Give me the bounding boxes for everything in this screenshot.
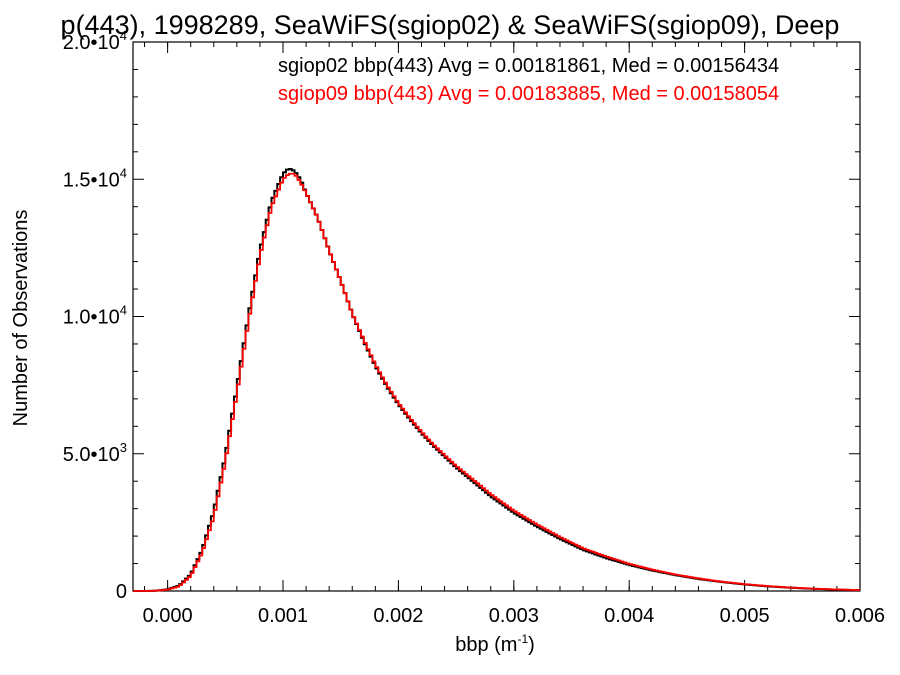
chart-title: p(443), 1998289, SeaWiFS(sgiop02) & SeaW…	[61, 10, 840, 40]
series-line-sgiop09	[133, 172, 860, 592]
plot-border	[132, 41, 861, 592]
y-tick-label: 5.0•103	[63, 440, 127, 466]
y-tick-label: 1.5•104	[63, 165, 127, 191]
x-tick-label: 0.004	[604, 605, 654, 627]
y-axis: 0 5.0•103 1.0•104 1.5•104 2.0•104	[63, 28, 860, 603]
x-tick-label: 0.005	[720, 605, 770, 627]
x-tick-label: 0.000	[143, 605, 193, 627]
y-tick-label: 1.0•104	[63, 303, 127, 329]
legend-entry-sgiop02: sgiop02 bbp(443) Avg = 0.00181861, Med =…	[278, 55, 779, 77]
x-tick-label: 0.006	[835, 605, 885, 627]
x-axis: 0.000 0.001 0.002 0.003 0.004 0.005 0.006	[143, 42, 885, 627]
series-line-sgiop02	[133, 167, 860, 592]
y-tick-label: 0	[116, 581, 127, 603]
y-tick-label: 2.0•104	[63, 28, 127, 54]
y-axis-label: Number of Observations	[10, 210, 32, 427]
plot-frame	[132, 41, 861, 592]
x-axis-label: bbp (m-1)	[455, 632, 535, 656]
x-tick-label: 0.002	[373, 605, 423, 627]
x-tick-label: 0.001	[258, 605, 308, 627]
series-layer	[133, 167, 860, 592]
x-tick-label: 0.003	[489, 605, 539, 627]
legend-entry-sgiop09: sgiop09 bbp(443) Avg = 0.00183885, Med =…	[278, 83, 779, 105]
